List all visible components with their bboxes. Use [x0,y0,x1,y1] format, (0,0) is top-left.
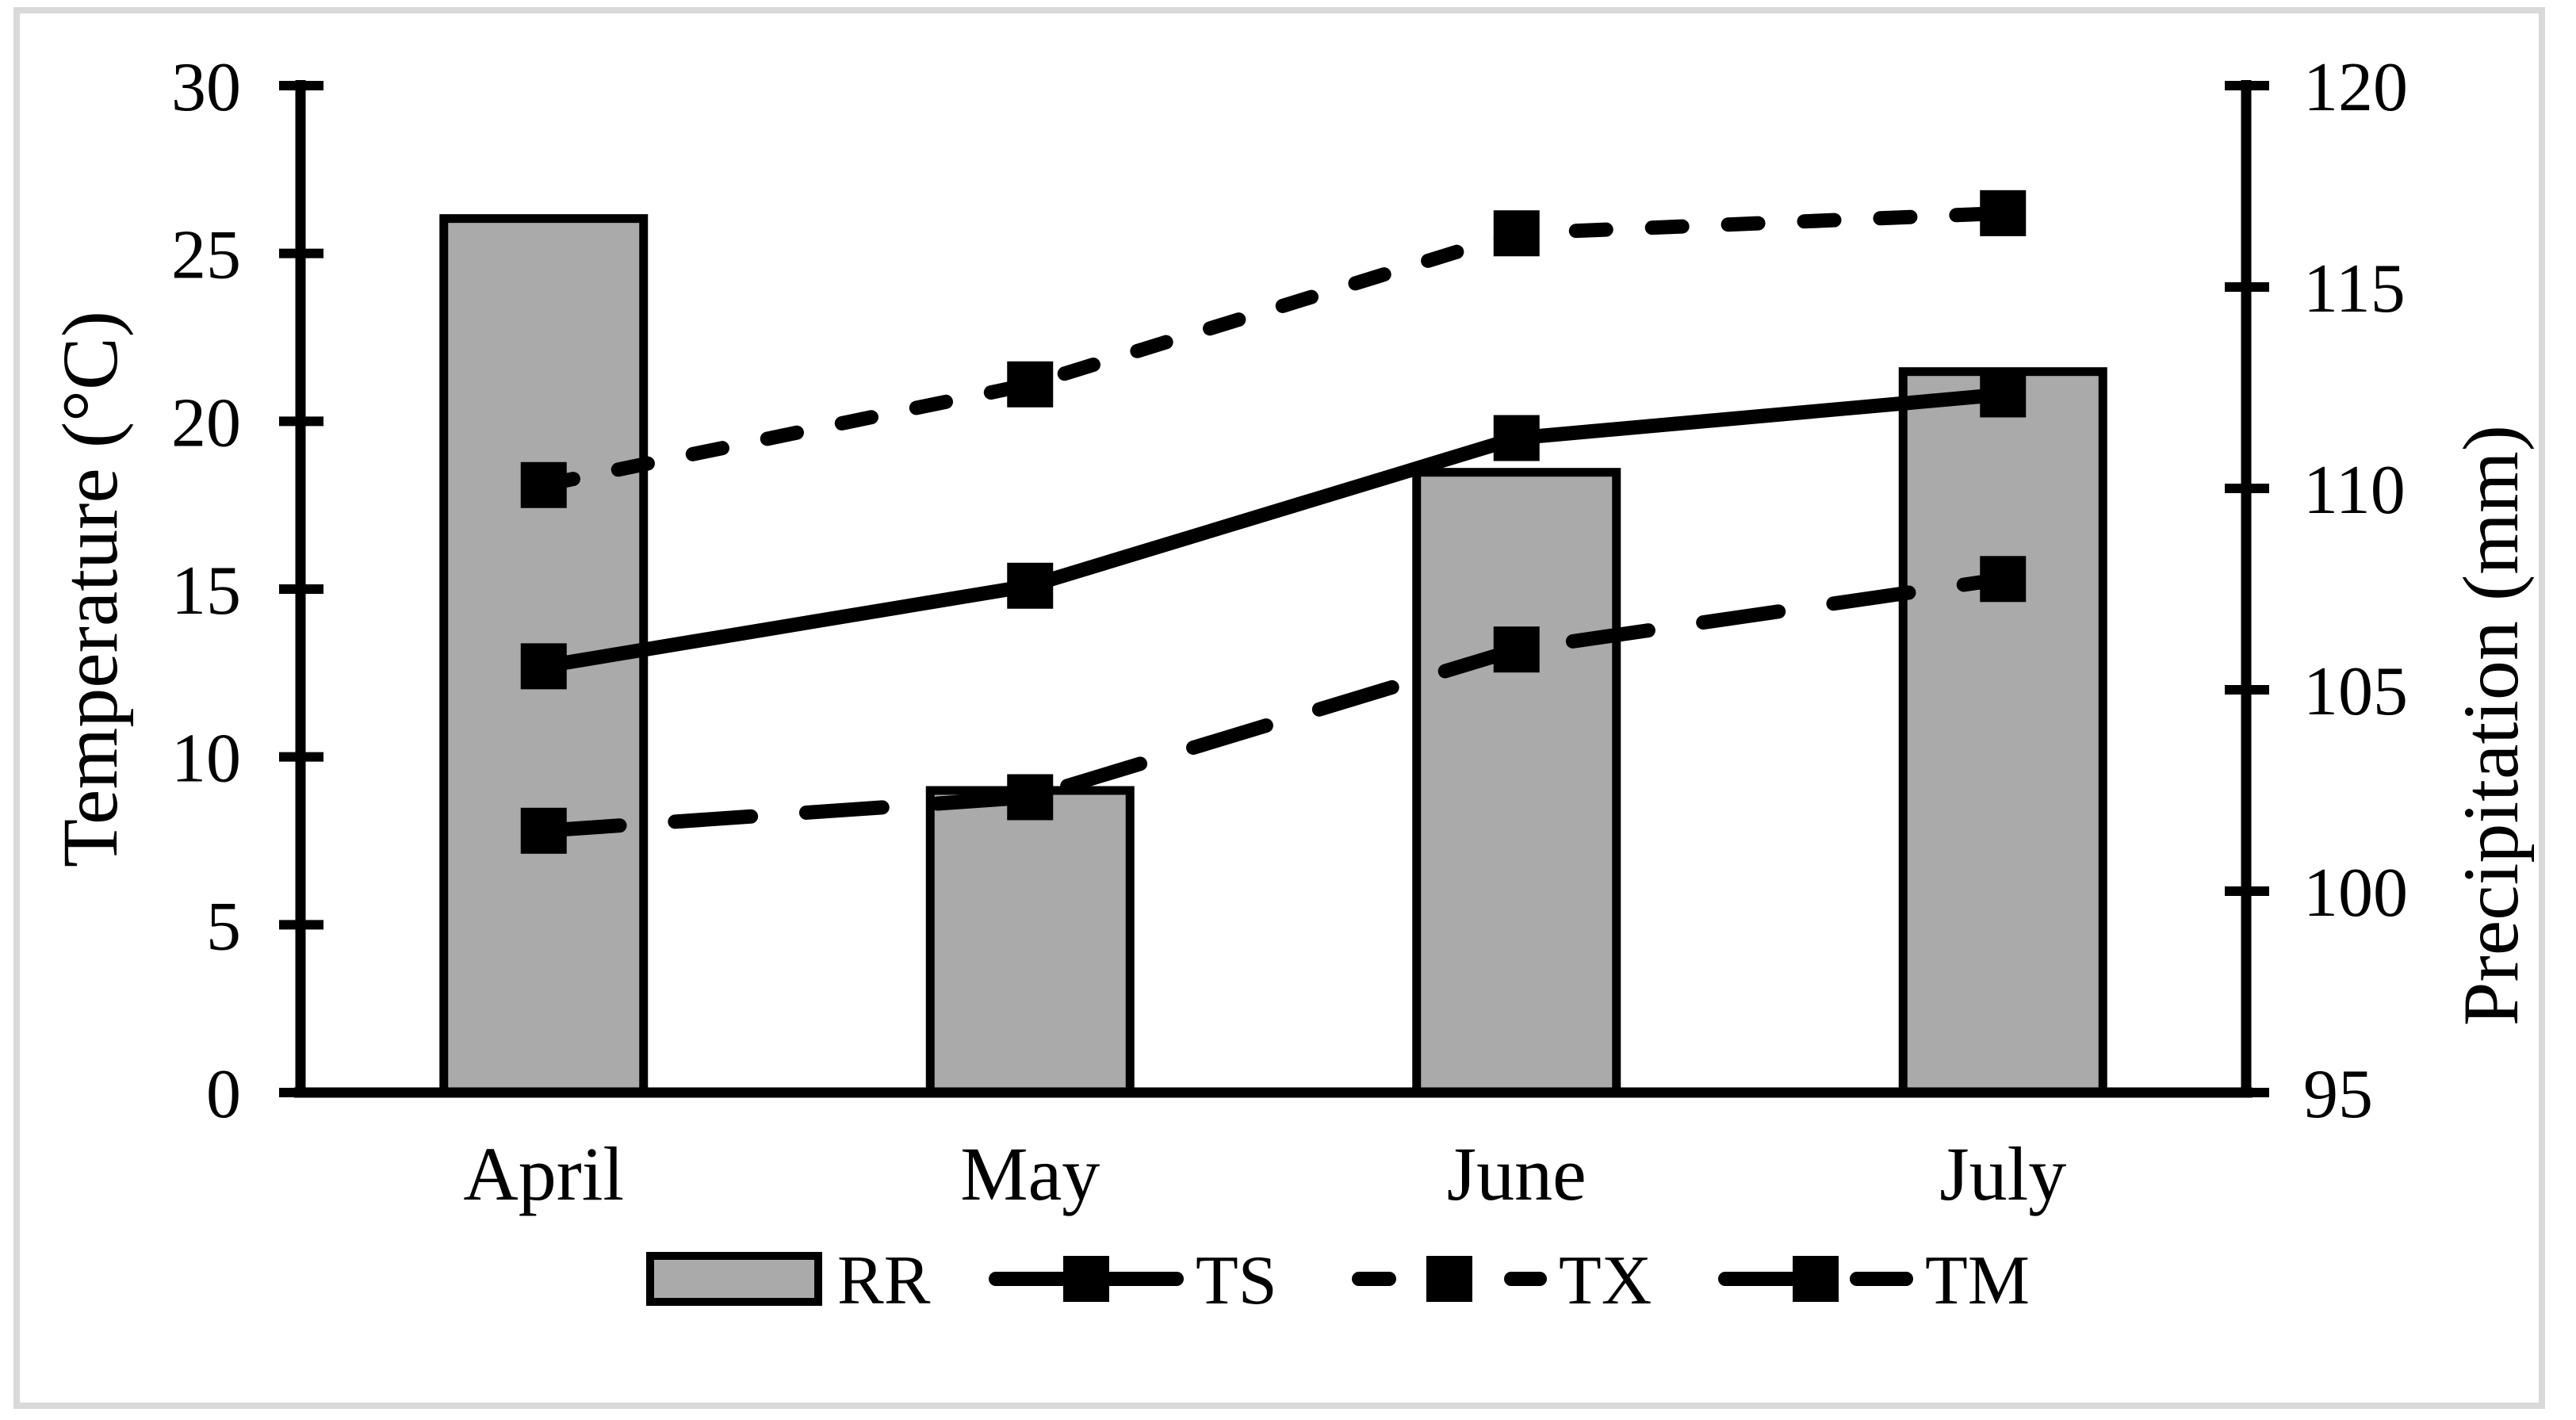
marker-tx-april [520,461,567,508]
line-tx [536,205,2011,492]
right-axis-title: Precipitation (mm) [2447,425,2535,1026]
line-series-ts [520,371,2027,690]
x-category-label-may: May [960,1131,1100,1216]
marker-tm-april [520,807,567,854]
right-axis-tick-label: 115 [2303,251,2406,327]
bar-july [1898,367,2107,1097]
right-axis-tick-label: 105 [2303,653,2408,730]
left-axis-tick-label: 10 [171,721,241,798]
legend-label-rr: RR [837,1242,931,1319]
right-axis-tick-label: 100 [2303,855,2408,932]
bar-june [1412,468,1621,1097]
marker-ts-april [520,643,567,690]
left-axis-tick-label: 25 [171,217,241,294]
legend-swatch-rr [646,1252,822,1306]
legend-label-ts: TS [1196,1242,1277,1319]
x-category-label-july: July [1939,1131,2066,1216]
left-axis-tick-label: 0 [206,1056,241,1133]
legend-item-tx: TX [1352,1242,1652,1319]
left-axis-tick-label: 20 [171,385,241,461]
left-axis-tick-label: 30 [171,49,241,126]
marker-ts-july [1980,371,2027,418]
line-ts [536,387,2011,674]
marker-tm-may [1007,774,1054,821]
x-axis-category-labels: April May June July [463,1131,2066,1216]
legend-item-ts: TS [989,1242,1277,1319]
legend-marker-tm [1793,1256,1839,1302]
right-axis-tick-label: 110 [2303,452,2406,529]
marker-tm-july [1980,556,2027,603]
left-axis-ticks: 0 5 10 15 20 25 30 [171,49,323,1133]
marker-ts-june [1493,415,1540,461]
line-series-tm [520,556,2027,854]
marker-ts-may [1007,562,1054,609]
line-tm [536,572,2011,838]
bar-may [925,786,1135,1097]
x-category-label-june: June [1447,1131,1587,1216]
legend-marker-ts [1063,1256,1109,1302]
marker-tx-june [1493,210,1540,257]
marker-tx-july [1980,189,2027,236]
x-category-label-april: April [463,1131,624,1216]
marker-tx-may [1007,361,1054,408]
legend-item-tm: TM [1718,1242,2030,1319]
legend-label-tm: TM [1925,1242,2030,1319]
left-axis-tick-label: 15 [171,553,241,630]
right-axis-tick-label: 120 [2303,49,2408,126]
marker-tm-june [1493,626,1540,673]
bar-series-rr [439,214,2107,1097]
legend-item-rr: RR [646,1242,931,1319]
legend-marker-tx [1426,1256,1472,1302]
left-axis-title: Temperature (°C) [46,311,134,867]
figure-frame [13,7,2545,1409]
left-axis-tick-label: 5 [206,888,241,965]
right-axis-ticks: 95 100 105 110 115 120 [2225,49,2408,1133]
legend-label-tx: TX [1559,1242,1652,1319]
legend: RR TS TX TM [646,1242,2030,1319]
line-series-tx [520,189,2027,508]
right-axis-tick-label: 95 [2303,1056,2373,1133]
